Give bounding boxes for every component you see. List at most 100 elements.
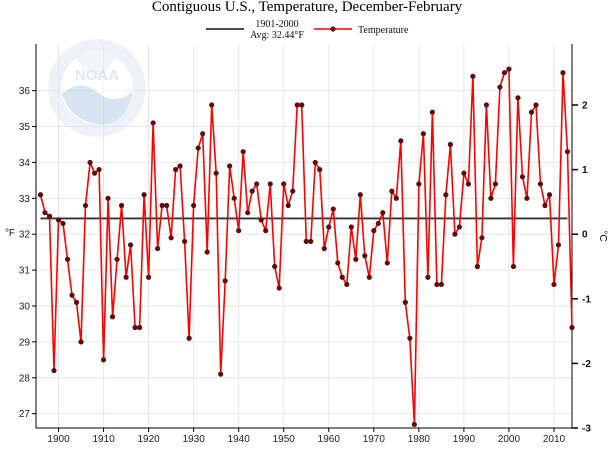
data-point xyxy=(465,181,472,187)
y2-tick-label: 1 xyxy=(582,165,588,176)
data-point xyxy=(105,195,111,201)
y2-tick-label: 0 xyxy=(582,230,588,241)
data-point xyxy=(276,285,282,291)
data-point xyxy=(136,324,143,331)
data-point xyxy=(366,274,372,280)
y-tick-label: 29 xyxy=(19,337,31,348)
x-tick-label: 1930 xyxy=(183,434,206,445)
x-tick-label: 1970 xyxy=(363,434,386,445)
data-point xyxy=(506,66,512,72)
data-point xyxy=(470,73,476,79)
data-point xyxy=(200,131,206,137)
data-point xyxy=(357,192,363,198)
data-point xyxy=(109,314,116,320)
legend-temperature-marker xyxy=(330,26,336,32)
data-point xyxy=(299,102,305,108)
data-point xyxy=(96,167,102,173)
data-point xyxy=(195,145,201,151)
data-point xyxy=(73,299,80,305)
data-point xyxy=(64,256,71,262)
data-point xyxy=(564,149,571,155)
data-point xyxy=(91,170,98,176)
legend-temperature-label: Temperature xyxy=(358,25,409,36)
data-point xyxy=(492,181,499,187)
data-point xyxy=(123,274,129,280)
data-point xyxy=(150,120,156,126)
data-point xyxy=(249,188,255,194)
data-point xyxy=(438,281,444,288)
data-point xyxy=(330,206,336,212)
y-tick-label: 30 xyxy=(19,301,31,312)
data-point xyxy=(515,95,521,101)
data-point xyxy=(78,339,84,345)
data-point xyxy=(209,102,215,108)
data-point xyxy=(132,324,138,331)
data-point xyxy=(344,281,350,288)
data-point xyxy=(380,210,386,216)
noaa-logo-watermark: NOAA xyxy=(48,39,146,137)
data-point xyxy=(447,141,453,148)
data-point xyxy=(100,357,107,363)
y-axis-ticks: 27 28 29 30 31 32 33 34 35 36 xyxy=(19,86,36,420)
data-point xyxy=(416,181,422,187)
data-point xyxy=(267,181,273,187)
data-point xyxy=(204,249,210,255)
data-point xyxy=(218,371,224,377)
x-tick-label: 1980 xyxy=(408,434,431,445)
data-point xyxy=(159,202,165,209)
data-point xyxy=(510,263,517,270)
x-tick-label: 1910 xyxy=(92,434,115,445)
legend-baseline-label-2: Avg: 32.44°F xyxy=(250,30,304,41)
data-point xyxy=(375,220,381,227)
x-tick-label: 1940 xyxy=(228,434,251,445)
data-point xyxy=(501,70,508,76)
data-point xyxy=(141,192,147,198)
data-point xyxy=(146,274,152,280)
data-point xyxy=(384,260,390,266)
data-point xyxy=(186,335,192,341)
data-point xyxy=(164,202,170,209)
data-point xyxy=(37,192,44,198)
data-point xyxy=(551,281,557,288)
data-point xyxy=(542,202,548,209)
y2-axis-label: °C xyxy=(597,230,608,241)
data-point xyxy=(240,149,246,155)
data-point xyxy=(524,195,530,201)
data-point xyxy=(308,238,314,244)
data-point xyxy=(483,102,490,108)
data-point xyxy=(42,210,48,216)
data-point xyxy=(173,167,179,173)
data-point xyxy=(294,102,300,108)
data-point xyxy=(393,195,399,201)
chart-title: Contiguous U.S., Temperature, December-F… xyxy=(152,0,463,15)
data-point xyxy=(519,174,526,180)
data-point xyxy=(317,167,323,173)
data-point xyxy=(127,242,134,248)
data-point xyxy=(429,109,435,115)
data-point xyxy=(353,256,359,262)
data-point xyxy=(339,274,345,280)
y2-tick-label: -2 xyxy=(582,359,591,370)
data-point xyxy=(456,224,462,230)
data-point xyxy=(290,188,296,194)
data-point xyxy=(443,192,449,198)
y-tick-label: 28 xyxy=(19,373,31,384)
data-point xyxy=(461,170,467,176)
data-point xyxy=(321,245,327,252)
data-point xyxy=(488,195,494,201)
data-point xyxy=(46,213,53,219)
temperature-points xyxy=(37,66,575,428)
data-point xyxy=(263,228,269,234)
data-point xyxy=(555,242,562,248)
data-point xyxy=(177,163,183,169)
data-point xyxy=(60,220,66,227)
data-point xyxy=(168,235,174,241)
data-point xyxy=(213,170,219,176)
data-point xyxy=(389,188,395,194)
data-point xyxy=(411,421,417,428)
data-point xyxy=(254,181,260,187)
x-tick-label: 2000 xyxy=(498,434,521,445)
legend-baseline-label-1: 1901-2000 xyxy=(255,19,298,30)
x-tick-label: 1900 xyxy=(47,434,70,445)
data-point xyxy=(51,367,57,374)
